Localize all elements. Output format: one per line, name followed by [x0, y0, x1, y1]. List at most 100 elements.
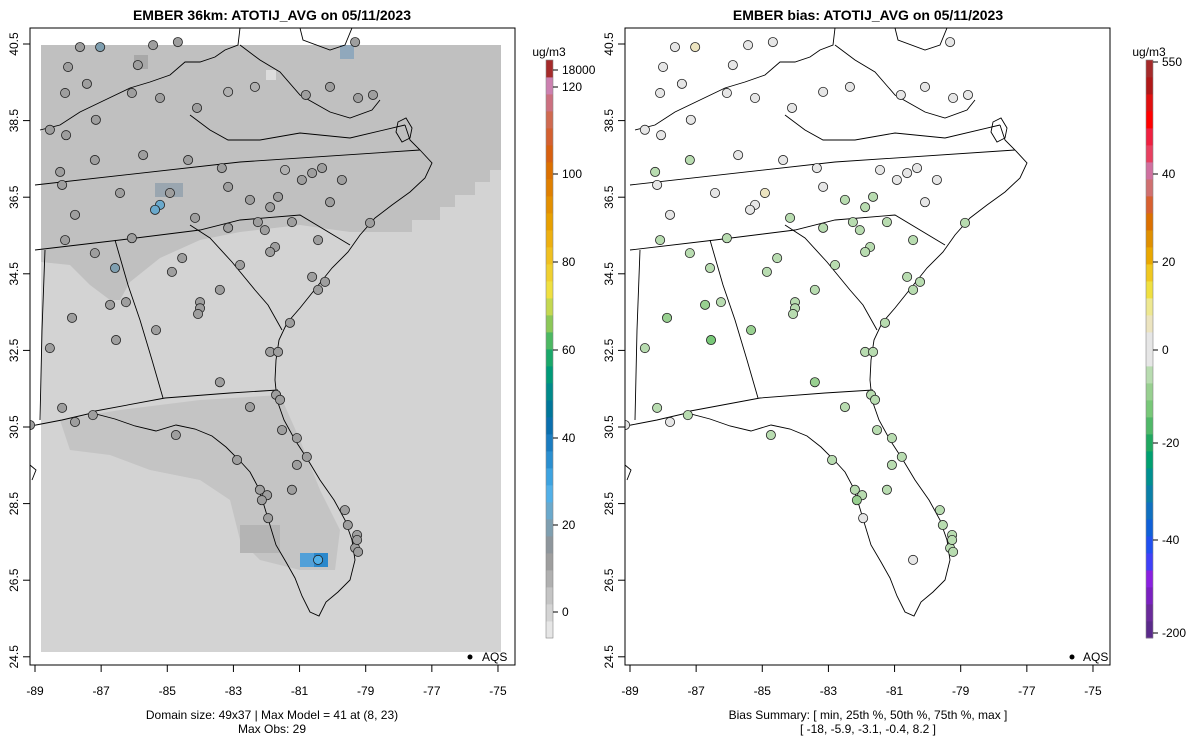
station-marker: [350, 37, 361, 48]
station-marker: [70, 209, 81, 220]
model-grid: [30, 28, 501, 652]
colorbar-swatch: [546, 298, 553, 316]
station-marker: [244, 402, 255, 413]
x-tick-label: -89: [26, 684, 44, 698]
station-marker: [232, 454, 243, 465]
station-marker: [170, 430, 181, 441]
colorbar-swatch: [1146, 468, 1153, 486]
station-bias-marker: [947, 534, 958, 545]
colorbar-swatch: [1146, 111, 1153, 129]
station-bias-marker: [746, 325, 757, 336]
station-bias-marker: [750, 93, 761, 104]
y-tick-label: 32.5: [602, 338, 616, 362]
colorbar-swatch: [546, 553, 553, 571]
y-tick-label: 38.5: [7, 109, 21, 133]
station-bias-marker: [767, 37, 778, 48]
station-marker: [367, 89, 378, 100]
right-footer-line2: [ -18, -5.9, -3.1, -0.4, 8.2 ]: [800, 722, 936, 736]
station-bias-marker: [915, 276, 926, 287]
colorbar-tick-label: 20: [562, 518, 576, 532]
station-marker: [252, 217, 263, 228]
colorbar-swatch: [546, 162, 553, 180]
left-map-panel: EMBER 36km: ATOTIJ_AVG on 05/11/2023 AQS…: [7, 7, 596, 736]
station-marker: [275, 394, 286, 405]
colorbar-swatch: [1146, 162, 1153, 180]
grid-cell-max: [300, 553, 314, 567]
station-bias-marker: [745, 204, 756, 215]
grid-cell: [340, 45, 354, 59]
station-bias-marker: [682, 410, 693, 421]
colorbar-swatch: [546, 281, 553, 299]
x-tick-label: -89: [621, 684, 639, 698]
obs-stations-left: [30, 37, 378, 565]
station-marker: [273, 346, 284, 357]
station-marker: [60, 235, 71, 246]
left-colorbar: 18000 120 100 80 60 40 20 0: [545, 59, 596, 639]
grid-higher-region: [41, 45, 501, 300]
colorbar-swatch: [1146, 332, 1153, 350]
colorbar-tick-label: -40: [1162, 533, 1180, 547]
bias-stations: [625, 37, 973, 565]
colorbar-swatch: [1146, 417, 1153, 435]
station-bias-marker: [912, 163, 923, 174]
left-panel-title: EMBER 36km: ATOTIJ_AVG on 05/11/2023: [133, 7, 411, 23]
colorbar-swatch: [546, 366, 553, 384]
right-legend-label: AQS: [1083, 650, 1108, 664]
station-bias-marker: [658, 61, 669, 72]
station-bias-marker: [639, 343, 650, 354]
station-bias-marker: [881, 217, 892, 228]
station-bias-marker: [881, 484, 892, 495]
station-bias-marker: [652, 179, 663, 190]
colorbar-swatch: [1146, 587, 1153, 605]
y-tick-label: 34.5: [602, 262, 616, 286]
right-axes: -89 -87 -85 -83 -81 -79 -77 -75 40.5 38.5 36.5 34.5…: [602, 32, 1102, 698]
station-bias-marker: [733, 150, 744, 161]
colorbar-tick-label: 0: [1162, 343, 1169, 357]
colorbar-swatch: [546, 128, 553, 146]
station-bias-marker: [684, 248, 695, 259]
station-marker: [284, 317, 295, 328]
colorbar-swatch: [546, 570, 553, 588]
station-bias-marker: [709, 187, 720, 198]
colorbar-tick-label: -20: [1162, 436, 1180, 450]
station-marker: [126, 233, 137, 244]
station-bias-marker: [839, 194, 850, 205]
colorbar-swatch: [1146, 179, 1153, 197]
station-marker: [151, 325, 162, 336]
station-marker: [57, 402, 68, 413]
colorbar-swatch: [546, 621, 553, 639]
colorbar-tick-label: 0: [562, 605, 569, 619]
station-bias-marker: [847, 217, 858, 228]
station-marker: [216, 163, 227, 174]
station-marker: [150, 204, 161, 215]
station-bias-marker: [676, 78, 687, 89]
colorbar-swatch: [1146, 247, 1153, 265]
station-marker: [114, 187, 125, 198]
station-bias-marker: [830, 259, 841, 270]
station-bias-marker: [879, 317, 890, 328]
colorbar-swatch: [546, 468, 553, 486]
colorbar-swatch: [1146, 570, 1153, 588]
station-bias-marker: [818, 181, 829, 192]
station-bias-marker: [743, 40, 754, 51]
station-bias-marker: [931, 174, 942, 185]
station-marker: [352, 534, 363, 545]
station-bias-marker: [844, 81, 855, 92]
station-bias-marker: [759, 187, 770, 198]
colorbar-tick-label: 18000: [562, 63, 596, 77]
colorbar-tick-label: 20: [1162, 255, 1176, 269]
colorbar-swatch: [1146, 230, 1153, 248]
station-bias-marker: [895, 89, 906, 100]
station-marker: [256, 495, 267, 506]
station-bias-marker: [872, 425, 883, 436]
colorbar-swatch: [1146, 400, 1153, 418]
station-marker: [177, 253, 188, 264]
y-tick-label: 28.5: [7, 492, 21, 516]
y-tick-label: 38.5: [602, 109, 616, 133]
station-bias-marker: [902, 168, 913, 179]
station-marker: [313, 235, 324, 246]
station-marker: [223, 86, 234, 97]
colorbar-swatch: [1146, 349, 1153, 367]
left-footer-line2: Max Obs: 29: [238, 722, 306, 736]
station-bias-marker: [827, 454, 838, 465]
